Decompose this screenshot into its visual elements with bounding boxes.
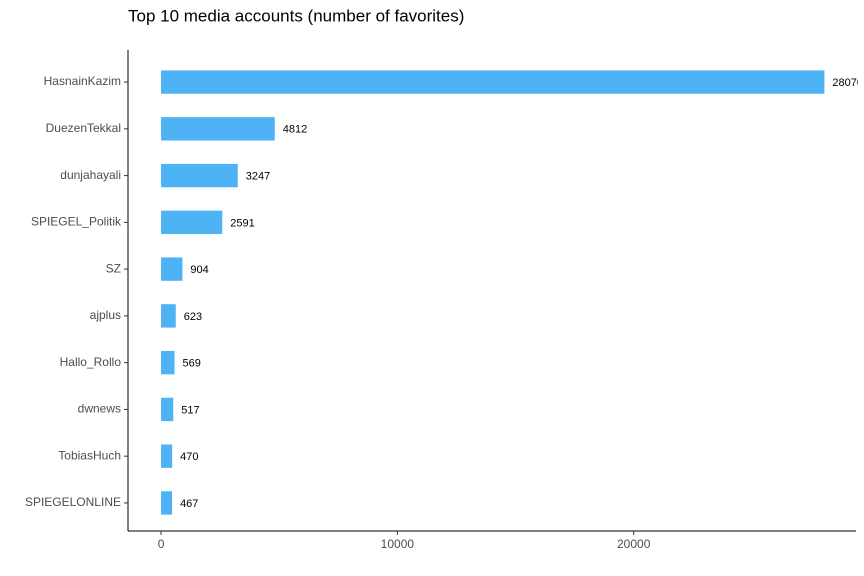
- value-label: 3247: [246, 170, 270, 182]
- bar: [161, 491, 173, 515]
- y-tick-label: dunjahayali: [60, 168, 121, 182]
- x-tick-label: 0: [158, 537, 165, 551]
- x-tick-label: 20000: [617, 537, 651, 551]
- y-tick-label: SZ: [106, 261, 121, 275]
- value-label: 517: [181, 404, 199, 416]
- value-label: 569: [182, 358, 200, 370]
- y-tick-label: SPIEGELONLINE: [25, 495, 121, 509]
- y-tick-label: DuezenTekkal: [46, 121, 121, 135]
- y-tick-label: dwnews: [78, 402, 121, 416]
- bar: [161, 210, 223, 235]
- bar: [161, 350, 175, 375]
- bar: [161, 117, 275, 141]
- value-label: 467: [180, 498, 198, 510]
- bar: [161, 70, 825, 94]
- y-tick-label: Hallo_Rollo: [60, 355, 122, 369]
- bar: [161, 397, 174, 422]
- bar: [161, 444, 173, 468]
- y-tick-label: HasnainKazim: [44, 74, 121, 88]
- bar: [161, 257, 183, 281]
- value-label: 623: [184, 311, 202, 323]
- x-tick-label: 10000: [381, 537, 415, 551]
- bar: [161, 304, 176, 328]
- value-label: 28070: [832, 77, 863, 89]
- value-label: 2591: [230, 217, 254, 229]
- y-tick-label: SPIEGEL_Politik: [31, 215, 122, 229]
- value-label: 904: [190, 264, 208, 276]
- bar: [161, 163, 238, 188]
- value-label: 4812: [283, 124, 307, 136]
- chart-title: Top 10 media accounts (number of favorit…: [128, 6, 464, 25]
- value-label: 470: [180, 451, 198, 463]
- y-tick-label: ajplus: [90, 308, 121, 322]
- y-tick-label: TobiasHuch: [58, 448, 121, 462]
